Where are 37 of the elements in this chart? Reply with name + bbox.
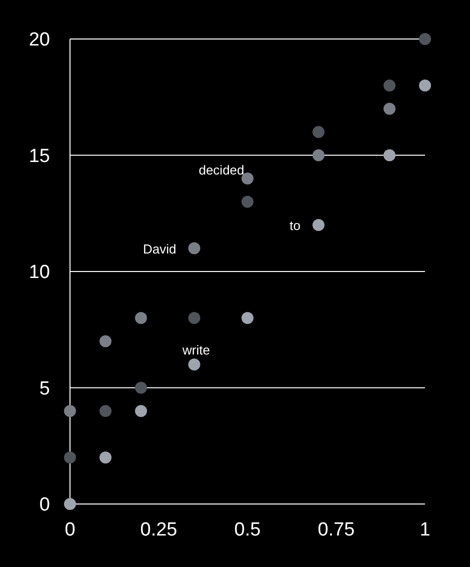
point (384, 102, 396, 115)
x-tick-label: 0.25 (140, 519, 178, 540)
point (384, 149, 396, 162)
point (312, 126, 324, 138)
y-tick-label: 5 (39, 378, 50, 400)
point (100, 452, 112, 464)
annotation: to (290, 218, 300, 233)
y-tick-label: 0 (39, 494, 50, 516)
x-tick-label: 0 (64, 519, 76, 540)
point (64, 405, 76, 417)
x-tick-label: 0.5 (234, 519, 261, 540)
point (312, 219, 324, 231)
y-tick-label: 10 (28, 262, 50, 284)
point (242, 172, 254, 184)
annotation: write (182, 342, 210, 358)
x-tick-label: 0.75 (318, 519, 355, 540)
y-tick-label: 15 (28, 146, 50, 167)
annotation: decided (198, 162, 244, 178)
point (100, 405, 112, 417)
point (242, 196, 254, 208)
point (312, 149, 324, 162)
point (188, 358, 200, 370)
point (64, 498, 76, 510)
point (384, 80, 396, 92)
point (419, 33, 431, 45)
point (135, 312, 147, 324)
point (135, 382, 147, 394)
point (100, 335, 112, 348)
point (64, 452, 76, 464)
x-tick-label: 1 (420, 519, 430, 540)
annotation: David (143, 241, 176, 256)
point (135, 405, 147, 417)
point (242, 312, 254, 324)
point (188, 242, 200, 254)
y-tick-label: 20 (28, 30, 50, 51)
point (188, 312, 200, 324)
point (419, 80, 431, 92)
